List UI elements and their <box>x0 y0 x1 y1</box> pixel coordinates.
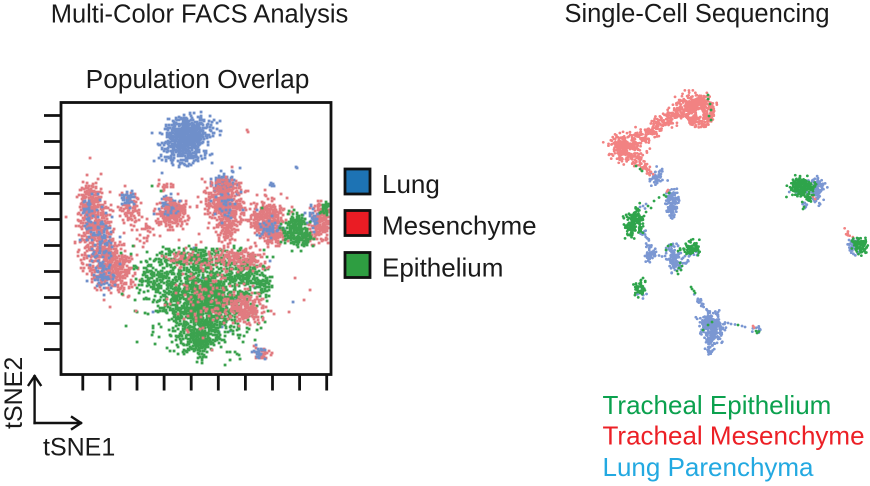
svg-text:Lung Parenchyma: Lung Parenchyma <box>603 452 815 482</box>
svg-text:Single-Cell Sequencing: Single-Cell Sequencing <box>564 0 829 28</box>
svg-text:Epithelium: Epithelium <box>382 252 503 282</box>
svg-text:Multi-Color FACS Analysis: Multi-Color FACS Analysis <box>51 1 349 29</box>
svg-text:Lung: Lung <box>382 169 440 199</box>
svg-text:Tracheal Mesenchyme: Tracheal Mesenchyme <box>603 421 865 451</box>
svg-text:Mesenchyme: Mesenchyme <box>382 210 537 240</box>
svg-text:Population Overlap: Population Overlap <box>86 64 310 94</box>
svg-text:tSNE2: tSNE2 <box>0 357 28 429</box>
svg-text:Tracheal Epithelium: Tracheal Epithelium <box>603 390 832 420</box>
svg-text:tSNE1: tSNE1 <box>43 434 115 462</box>
